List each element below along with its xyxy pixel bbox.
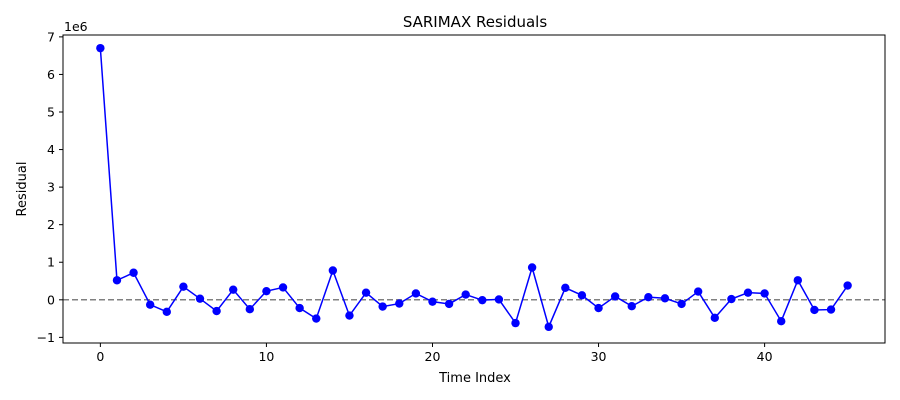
- y-tick-label: 4: [47, 142, 55, 157]
- x-tick-label: 20: [425, 349, 441, 364]
- data-point: [428, 297, 437, 306]
- data-point: [644, 292, 653, 302]
- y-tick-label: 0: [47, 292, 55, 307]
- data-point: [245, 304, 255, 314]
- data-point: [328, 266, 338, 275]
- data-point: [760, 289, 769, 298]
- data-point: [777, 317, 786, 326]
- data-point: [743, 288, 753, 297]
- data-point: [511, 318, 520, 328]
- data-point: [544, 322, 553, 332]
- plot-frame: [62, 34, 886, 344]
- data-point: [96, 43, 105, 53]
- data-point: [810, 305, 819, 315]
- data-point: [295, 303, 304, 313]
- data-point: [212, 306, 221, 316]
- data-point: [610, 292, 620, 301]
- data-point: [312, 314, 321, 323]
- y-offset-label: 1e6: [64, 19, 88, 34]
- y-tick-label: 3: [47, 180, 55, 195]
- data-point: [162, 307, 171, 317]
- y-tick-label: 7: [47, 29, 55, 44]
- data-point: [461, 290, 470, 299]
- data-point: [195, 294, 205, 303]
- data-point: [112, 276, 122, 285]
- x-tick-label: 0: [96, 349, 104, 364]
- data-point: [145, 300, 155, 309]
- series-layer: [96, 43, 852, 332]
- data-point: [727, 294, 736, 304]
- data-point: [129, 268, 138, 277]
- y-axis-label: Residual: [15, 162, 30, 217]
- data-point: [693, 287, 703, 296]
- x-axis: 0 10 20 30 40: [96, 343, 773, 364]
- chart-title: SARIMAX Residuals: [403, 13, 548, 31]
- data-point: [444, 299, 454, 309]
- data-point: [262, 286, 271, 296]
- residual-series-line: [99, 48, 849, 330]
- data-point: [577, 291, 587, 300]
- y-tick-label: 6: [47, 67, 55, 82]
- data-point: [527, 263, 537, 272]
- data-point: [594, 303, 603, 313]
- data-point: [561, 283, 570, 292]
- data-point: [710, 313, 719, 323]
- data-point: [793, 276, 803, 285]
- data-point: [627, 301, 636, 311]
- data-point: [843, 281, 852, 290]
- y-tick-label: 2: [47, 217, 55, 232]
- x-tick-label: 30: [591, 349, 607, 364]
- data-point: [361, 288, 371, 297]
- data-point: [345, 311, 354, 320]
- data-point: [478, 295, 487, 305]
- y-tick-label: 1: [47, 255, 55, 270]
- y-axis: −1 0 1 2 3 4 5 6 7: [37, 29, 63, 345]
- x-tick-label: 40: [757, 349, 773, 364]
- data-point: [378, 302, 387, 311]
- data-point: [278, 283, 288, 292]
- data-point: [179, 282, 188, 291]
- data-point: [660, 294, 670, 303]
- y-tick-label: −1: [37, 330, 55, 345]
- data-point: [229, 285, 238, 294]
- data-point: [677, 299, 686, 309]
- y-tick-label: 5: [47, 105, 55, 120]
- data-point: [826, 305, 836, 314]
- x-tick-label: 10: [258, 349, 274, 364]
- x-axis-label: Time Index: [438, 371, 511, 386]
- data-point: [411, 289, 421, 298]
- data-point: [395, 299, 404, 308]
- data-point: [494, 295, 504, 304]
